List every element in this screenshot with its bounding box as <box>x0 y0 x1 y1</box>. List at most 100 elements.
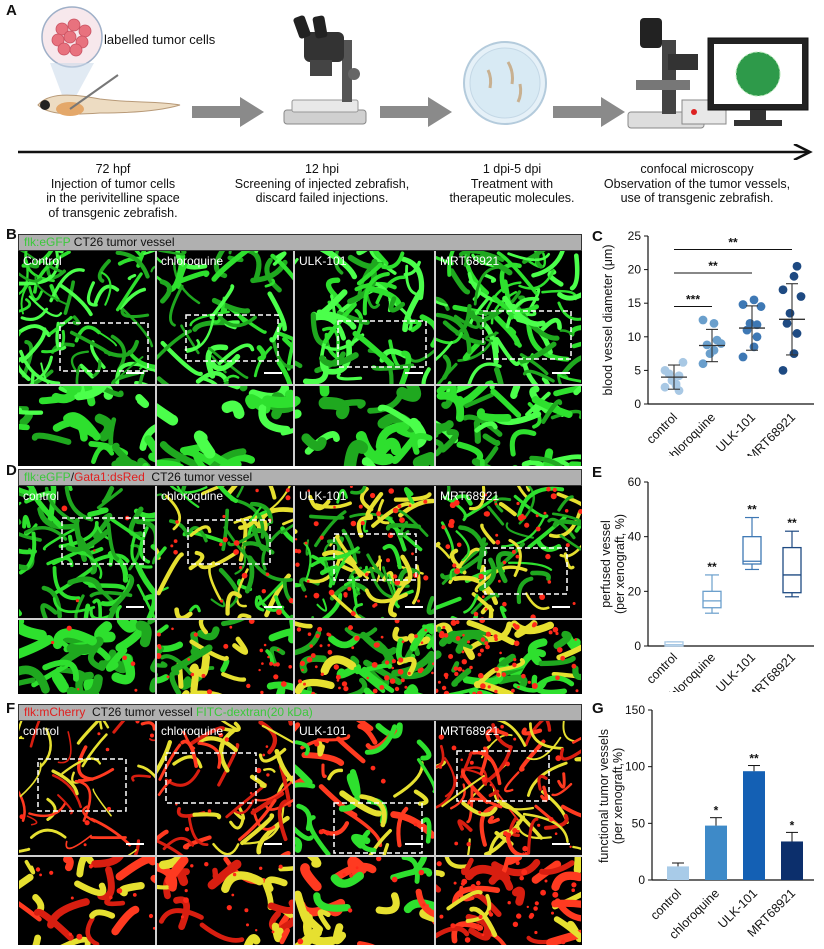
computer-monitor-icon <box>707 37 809 126</box>
panel-b-vessels <box>18 251 582 466</box>
panel-letter-g: G <box>592 700 604 717</box>
panel-f-roi-box-3 <box>456 750 550 802</box>
panel-f-column-separator-2 <box>293 721 295 945</box>
panel-d-roi-box-0 <box>61 517 145 565</box>
panel-d-overview-rbc-1 <box>170 488 294 615</box>
panel-letter-a: A <box>6 2 17 19</box>
panel-f-zoom-rbc-3 <box>436 860 577 945</box>
panel-f-label-3: MRT68921 <box>440 724 500 738</box>
panel-f-overview-vessels-2 <box>295 721 434 855</box>
chart-g-bar-2 <box>743 771 765 880</box>
chart-c-ytick-label-4: 20 <box>628 263 642 277</box>
petri-dish-icon <box>463 41 547 125</box>
panel-b-label-0: Control <box>23 254 62 268</box>
panel-f-roi-box-0 <box>37 758 127 812</box>
panel-f-zoom-vessels-1 <box>157 857 293 945</box>
panel-d-zoom-vessels-2 <box>295 621 434 694</box>
panel-d-overview-vessels-1 <box>157 486 293 618</box>
chart-c-point-0-0 <box>660 382 670 392</box>
chart-e-ylabel-line2: (per xenograft, %) <box>613 514 627 614</box>
panel-f-header-title: CT26 tumor vessel <box>85 705 197 719</box>
panel-f-overview-rbc-0 <box>19 721 154 847</box>
panel-d-vessels <box>18 486 582 694</box>
panel-d-label-3: MRT68921 <box>440 489 500 503</box>
chart-c-point-3-8 <box>792 261 802 271</box>
chart-c-point-0-6 <box>660 366 670 375</box>
step-1-text: 72 hpf Injection of tumor cells in the per… <box>46 162 180 220</box>
chart-g-ytick-label-3: 150 <box>625 703 645 717</box>
panel-b-header-title: CT26 tumor vessel <box>70 235 175 249</box>
chart-c-point-3-0 <box>778 366 788 375</box>
panel-b-header: flk:eGFP CT26 tumor vessel <box>18 234 582 251</box>
chart-e-ytick-label-2: 40 <box>628 530 642 544</box>
panel-b-header-channel: flk:eGFP <box>24 235 71 249</box>
chart-c-point-2-7 <box>749 295 759 305</box>
panel-letter-e: E <box>592 464 603 481</box>
panel-f-overview-rbc-1 <box>175 732 270 832</box>
panel-f-header-red: flk:mCherry <box>24 705 86 719</box>
panel-f-scale-bar-1 <box>264 843 282 845</box>
panel-b-overview-vessels-0 <box>19 251 155 384</box>
timeline-arrow <box>18 144 813 160</box>
panel-d-scale-bar-0 <box>126 606 144 608</box>
panel-b-micrograph-grid: Control chloroquine ULK-101 MRT68921 <box>18 251 582 466</box>
chart-e-ylabel-line1: perfused vessel <box>599 520 613 608</box>
step-3-text: 1 dpi-5 dpi Treatment with therapeutic mol… <box>449 162 575 205</box>
tumor-cell-injection-illustration <box>37 6 181 116</box>
chart-e-sig-2: ** <box>747 503 757 517</box>
panel-b-label-2: ULK-101 <box>299 254 347 268</box>
chart-e-ytick-label-3: 60 <box>628 475 642 489</box>
panel-d-overview-vessels-2 <box>295 486 434 618</box>
panel-f-label-0: control <box>23 724 60 738</box>
panel-b-overview-vessels-3 <box>436 251 581 384</box>
chart-e-ytick-label-1: 20 <box>628 584 642 598</box>
chart-c-point-1-5 <box>716 339 726 348</box>
panel-f-overview-vessels-0 <box>19 721 155 855</box>
panel-b-scale-bar-2 <box>405 372 423 374</box>
confocal-microscope-illustration <box>627 18 809 129</box>
chart-e-perfused-vessel: 0 20 40 60 perfused vessel (per xenograft, %)… <box>599 475 814 692</box>
chart-e-box-3 <box>782 546 802 594</box>
step-2-text: 12 hpi Screening of injected zebrafish, di… <box>234 162 410 205</box>
panel-b-roi-box-1 <box>185 314 279 362</box>
chart-g-bar-3 <box>781 841 803 880</box>
chart-c-point-3-2 <box>792 329 802 338</box>
panel-d-overview-rbc-3 <box>441 486 582 620</box>
process-arrow-3-icon <box>553 97 625 127</box>
panel-f-overview-vessels-3 <box>436 721 581 855</box>
panel-b-roi-box-3 <box>482 310 572 360</box>
panel-f-micrograph-grid: control chloroquine ULK-101 MRT68921 <box>18 721 582 945</box>
panel-b-zoom-vessels-1 <box>157 386 293 466</box>
panel-d-roi-box-1 <box>187 519 271 565</box>
panel-d-scale-bar-2 <box>405 606 423 608</box>
chart-g-sig-3: * <box>790 818 795 832</box>
zebrafish-larva-icon <box>37 94 181 116</box>
panel-d-header: flk:eGFP/Gata1:dsRed CT26 tumor vessel <box>18 469 582 486</box>
panel-d-column-separator-1 <box>155 486 157 694</box>
chart-c-ytick-label-2: 10 <box>628 330 642 344</box>
chart-c-point-3-3 <box>782 318 792 328</box>
chart-c-point-3-4 <box>785 308 795 318</box>
chart-c-point-2-2 <box>752 332 762 342</box>
panel-b-roi-box-2 <box>337 320 427 368</box>
chart-c-ytick-label-1: 5 <box>634 363 641 377</box>
panel-d-header-sep: / <box>70 470 75 484</box>
panel-f-row-separator <box>18 855 582 857</box>
chart-c-point-2-5 <box>756 302 766 311</box>
chart-c-point-0-8 <box>674 371 684 381</box>
confocal-microscope-icon <box>627 18 727 129</box>
chart-e-sig-1: ** <box>707 560 717 574</box>
panel-b-scale-bar-1 <box>264 372 282 374</box>
panel-d-zoom-rbc-0 <box>51 625 138 692</box>
tumor-cells-icon <box>51 18 92 57</box>
panel-f-header-green: FITC-dextran(20 kDa) <box>196 705 313 719</box>
panel-d-scale-bar-1 <box>264 606 282 608</box>
panel-f-column-separator-3 <box>434 721 436 945</box>
chart-c-sig-label-0: *** <box>686 293 700 307</box>
panel-letter-d: D <box>6 462 17 479</box>
panel-d-zoom-vessels-0 <box>19 620 155 694</box>
chart-c-point-1-4 <box>705 349 715 358</box>
panel-f-zoom-rbc-2 <box>297 855 426 945</box>
panel-f-label-2: ULK-101 <box>299 724 347 738</box>
